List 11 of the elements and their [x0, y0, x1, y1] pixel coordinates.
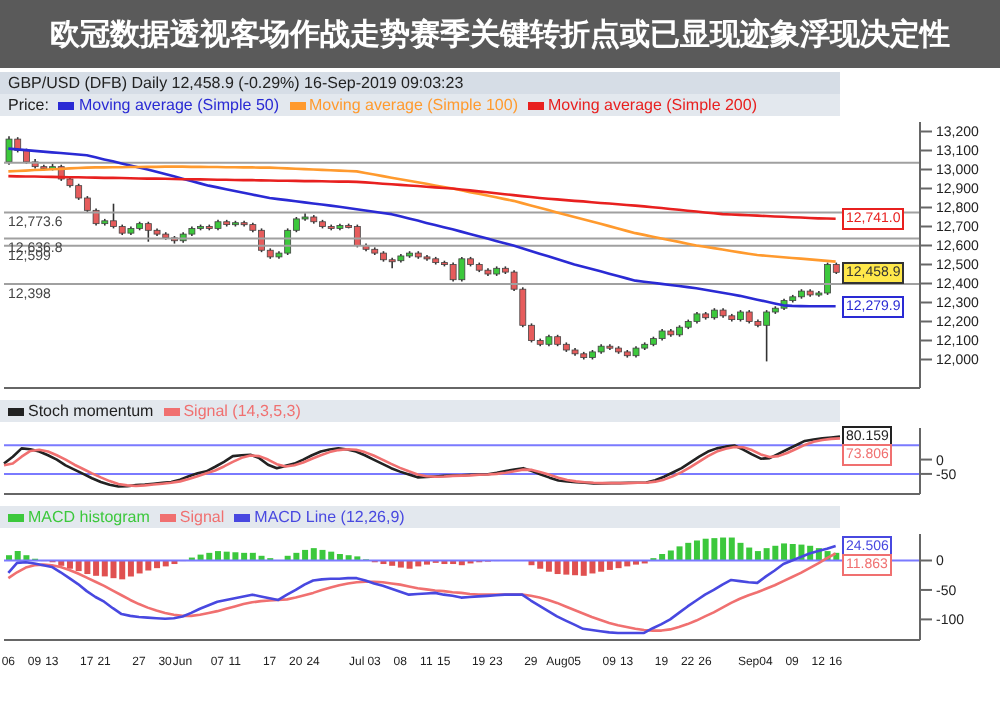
legend-label: Moving average (Simple 50) [78, 96, 279, 114]
legend-label: Signal [179, 508, 225, 526]
legend-label: Stoch momentum [28, 402, 154, 420]
legend-label: Moving average (Simple 100) [309, 96, 518, 114]
legend-label: MACD histogram [28, 508, 150, 526]
chart-subtitle: GBP/USD (DFB) Daily 12,458.9 (-0.29%) 16-Sep-2019 09:03:23 [0, 72, 840, 94]
legend-label: Moving average (Simple 200) [548, 96, 757, 114]
legend-title: Price: [8, 96, 49, 114]
legend-label: MACD Line (12,26,9) [254, 508, 405, 526]
chart-title: 欧冠数据透视客场作战走势赛季关键转折点或已显现迹象浮现决定性 [0, 0, 1000, 68]
legend-label: Signal (14,3,5,3) [183, 402, 301, 420]
